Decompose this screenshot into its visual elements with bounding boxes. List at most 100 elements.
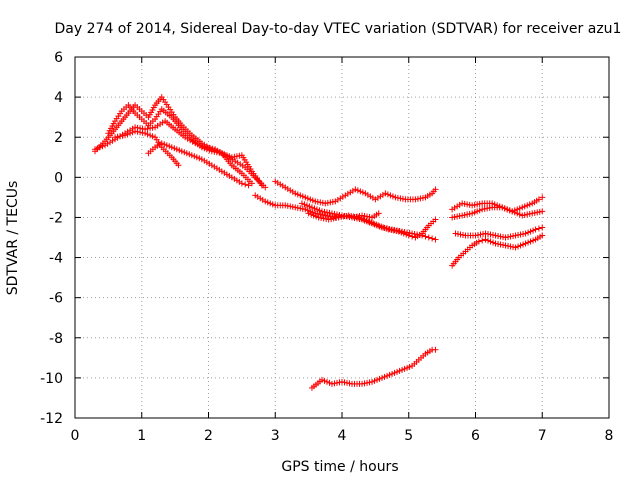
data-point — [364, 379, 371, 386]
data-point — [360, 216, 367, 223]
data-point — [411, 230, 418, 237]
data-point — [309, 197, 316, 204]
data-point — [314, 198, 321, 205]
data-point — [393, 227, 400, 234]
data-point — [197, 142, 204, 149]
data-point — [365, 218, 372, 225]
data-point — [464, 201, 471, 208]
data-point — [459, 231, 466, 238]
data-point — [181, 149, 188, 156]
data-point — [97, 144, 104, 151]
data-point — [322, 200, 329, 207]
data-point — [429, 235, 436, 242]
data-point — [486, 204, 493, 211]
data-point — [387, 192, 394, 199]
data-point — [482, 230, 489, 237]
data-point — [519, 212, 526, 219]
data-point — [209, 145, 216, 152]
data-point — [305, 210, 312, 217]
data-point — [404, 364, 411, 371]
data-point — [330, 215, 337, 222]
data-point — [484, 205, 491, 212]
data-point — [502, 234, 509, 241]
data-point — [530, 227, 537, 234]
data-point — [178, 148, 185, 155]
data-point — [382, 190, 389, 197]
data-point — [207, 145, 214, 152]
data-point — [171, 145, 178, 152]
y-tick-label: -2 — [49, 210, 63, 226]
data-point — [399, 195, 406, 202]
data-point — [527, 228, 534, 235]
data-point — [366, 379, 373, 386]
data-point — [529, 210, 536, 217]
data-point — [310, 212, 317, 219]
x-tick-label: 5 — [404, 428, 413, 444]
data-point — [355, 214, 362, 221]
data-point — [394, 368, 401, 375]
data-point — [324, 199, 331, 206]
data-point — [375, 222, 382, 229]
data-point — [318, 208, 325, 215]
data-point — [202, 144, 209, 151]
data-point — [454, 230, 461, 237]
data-point — [474, 208, 481, 215]
data-point — [302, 206, 309, 213]
data-point — [248, 180, 255, 187]
data-point — [516, 211, 523, 218]
data-point — [208, 148, 215, 155]
data-point — [451, 213, 458, 220]
data-point — [519, 204, 526, 211]
data-point — [371, 377, 378, 384]
data-point — [510, 244, 517, 251]
data-point — [452, 230, 459, 237]
plot-frame — [74, 56, 610, 419]
grid — [75, 57, 609, 418]
data-point — [292, 204, 299, 211]
data-point — [299, 205, 306, 212]
data-point — [396, 367, 403, 374]
y-tick-label: -4 — [49, 251, 63, 267]
data-point — [375, 210, 382, 217]
data-point — [211, 148, 218, 155]
data-point — [344, 379, 351, 386]
data-point — [422, 233, 429, 240]
data-point — [149, 124, 156, 131]
data-point — [490, 239, 497, 246]
data-point — [262, 198, 269, 205]
data-point — [338, 213, 345, 220]
x-tick-label: 1 — [137, 428, 146, 444]
data-point — [539, 208, 546, 215]
data-point — [176, 147, 183, 154]
data-point — [515, 231, 522, 238]
data-point — [299, 193, 306, 200]
data-point — [366, 213, 373, 220]
data-point — [262, 184, 269, 191]
data-point — [317, 199, 324, 206]
data-point — [432, 346, 439, 353]
data-point — [477, 231, 484, 238]
data-point — [469, 202, 476, 209]
data-point — [466, 210, 473, 217]
data-point — [129, 129, 136, 136]
data-point — [485, 230, 492, 237]
x-tick-label: 4 — [338, 428, 347, 444]
data-point — [321, 208, 328, 215]
data-point — [521, 211, 528, 218]
data-point — [297, 192, 304, 199]
data-point — [191, 153, 198, 160]
data-point — [144, 125, 151, 132]
data-point — [511, 207, 518, 214]
data-point — [99, 143, 106, 150]
data-point — [335, 214, 342, 221]
data-point — [479, 237, 486, 244]
data-point — [298, 200, 305, 207]
data-point — [469, 210, 476, 217]
data-point — [357, 188, 364, 195]
data-point — [323, 209, 330, 216]
x-tick-label: 2 — [204, 428, 213, 444]
data-point — [323, 215, 330, 222]
data-point — [459, 212, 466, 219]
data-point — [307, 196, 314, 203]
data-point — [364, 213, 371, 220]
